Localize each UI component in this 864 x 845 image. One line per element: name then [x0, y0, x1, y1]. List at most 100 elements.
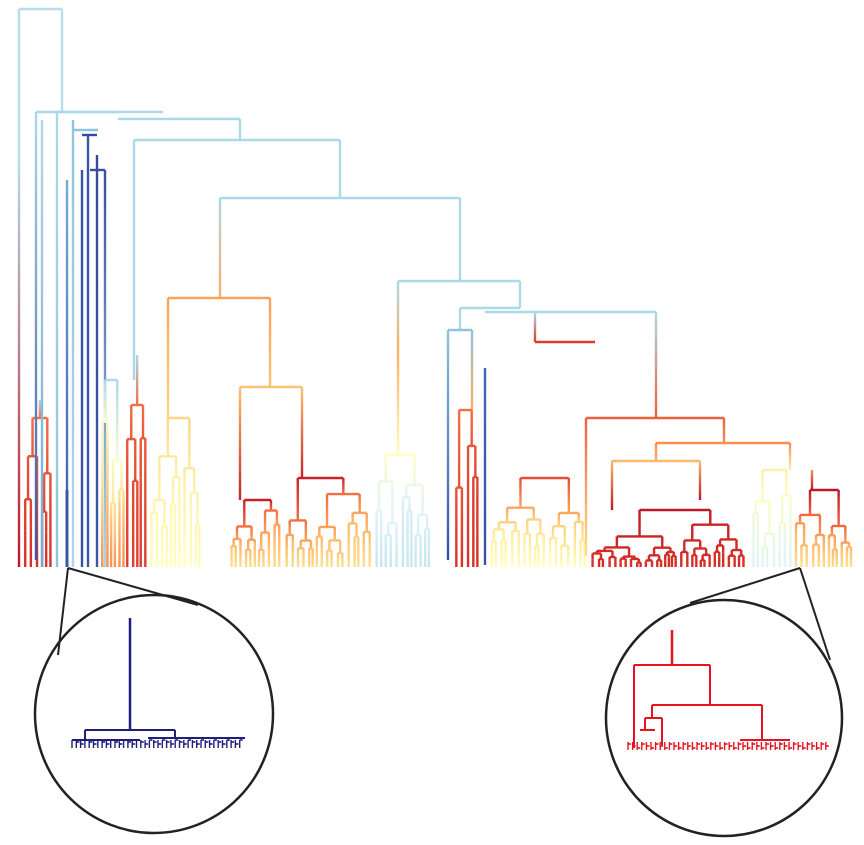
leaf-branch: [326, 550, 329, 567]
leaf-branch: [721, 552, 725, 567]
leaf-branch: [845, 553, 849, 567]
leaf-branch: [670, 558, 674, 567]
branch: [573, 521, 577, 544]
branch: [647, 555, 651, 561]
branch: [288, 520, 291, 535]
branch: [502, 529, 505, 540]
branch: [396, 350, 400, 455]
leaf-branch: [80, 170, 84, 567]
branch: [230, 545, 233, 551]
leaf-branch: [548, 542, 552, 567]
branch: [24, 499, 27, 531]
leaf-branch: [253, 544, 257, 567]
branch: [794, 523, 798, 533]
branch: [542, 533, 545, 544]
leaf-branch: [783, 534, 786, 567]
branch: [470, 410, 473, 446]
leaf-branch: [699, 560, 703, 567]
leaf-branch: [144, 496, 147, 567]
branch: [627, 547, 631, 557]
leaf-branch: [194, 539, 197, 567]
leaf-branch: [528, 549, 532, 567]
leaf-branch: [554, 546, 558, 567]
branch: [614, 557, 617, 562]
branch: [695, 555, 698, 558]
leaf-branch: [380, 535, 383, 567]
branch: [46, 418, 49, 474]
branch: [126, 439, 129, 476]
right-zoom-inset: [627, 630, 829, 750]
leaf-branch: [691, 558, 694, 567]
branch: [840, 542, 843, 548]
branch: [563, 526, 566, 546]
leaf-branch: [460, 526, 464, 567]
branch: [333, 526, 336, 541]
branch: [139, 438, 142, 478]
branch: [49, 473, 52, 499]
leaf-branch: [40, 120, 44, 567]
branch: [637, 558, 641, 563]
branch: [328, 540, 331, 551]
branch: [194, 524, 197, 540]
leaf-branch: [55, 112, 59, 567]
leaf-branch: [262, 556, 265, 567]
leaf-branch: [667, 557, 671, 567]
leaf-branch: [614, 561, 617, 567]
branch: [122, 489, 125, 513]
branch: [665, 551, 669, 555]
leaf-branch: [517, 543, 521, 567]
branch: [391, 481, 394, 524]
branch: [652, 547, 656, 556]
leaf-branch: [624, 560, 627, 567]
branch: [419, 535, 422, 551]
leaf-branch: [315, 548, 319, 567]
leaf-branch: [805, 548, 808, 567]
leaf-branch: [523, 542, 526, 567]
branch: [198, 524, 201, 544]
branch: [557, 513, 561, 527]
branch: [845, 546, 849, 554]
leaf-branch: [44, 531, 48, 567]
branch: [160, 526, 164, 539]
branch: [165, 526, 169, 539]
leaf-branch: [789, 523, 792, 567]
branch: [754, 501, 757, 514]
branch: [250, 526, 253, 540]
branch: [299, 540, 302, 549]
branch: [188, 418, 191, 469]
branch: [155, 512, 159, 526]
leaf-branch: [817, 554, 821, 567]
branch: [470, 330, 474, 410]
leaf-branch: [849, 554, 853, 567]
branch: [704, 548, 708, 555]
branch: [150, 512, 153, 534]
branch: [686, 551, 689, 556]
branch: [785, 470, 788, 496]
leaf-branch: [410, 534, 413, 567]
leaf-branch: [178, 491, 181, 567]
leaf-branch: [591, 559, 594, 567]
branch: [718, 539, 722, 546]
branch: [812, 544, 815, 555]
leaf-branch: [65, 180, 69, 567]
branch: [523, 533, 526, 543]
leaf-branch: [71, 120, 75, 567]
branch: [183, 468, 186, 493]
branch: [410, 510, 413, 535]
left-zoom-inset: [71, 618, 245, 748]
branch: [135, 355, 139, 405]
leaf-branch: [189, 509, 193, 567]
branch: [533, 312, 537, 342]
branch: [583, 539, 586, 549]
leaf-branch: [708, 560, 711, 567]
leaf-branch: [680, 557, 683, 567]
left-zoom-circle: [33, 593, 275, 835]
leaf-branch: [103, 170, 107, 567]
branch: [278, 524, 281, 542]
leaf-branch: [239, 547, 242, 567]
branch: [814, 534, 818, 545]
leaf-branch: [537, 545, 540, 567]
branch: [584, 418, 588, 556]
branch: [619, 558, 622, 563]
branch: [304, 520, 308, 541]
